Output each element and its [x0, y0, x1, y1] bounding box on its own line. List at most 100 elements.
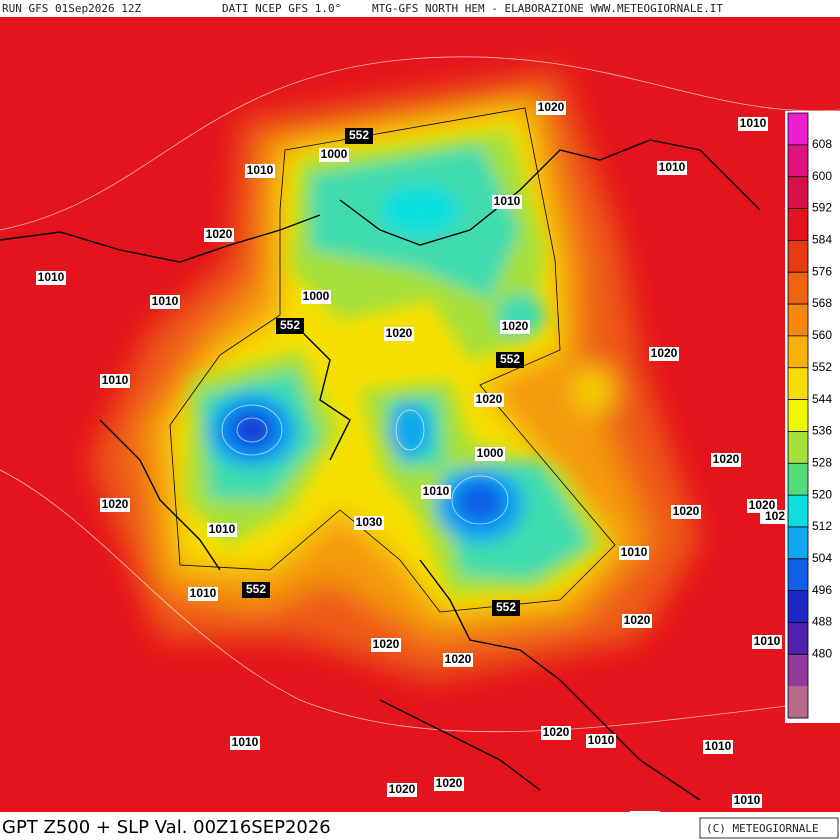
- colorbar-band: [788, 176, 808, 210]
- map-field: 1020 1010 552 1000 1010 1010 1010 1020 1010 1010 1…: [0, 17, 840, 824]
- contour-label-bg: [150, 295, 180, 309]
- contour-label-bg: [630, 811, 660, 812]
- contour-label-bg: [36, 271, 66, 285]
- colorbar-tick-label: 576: [812, 264, 832, 278]
- pressure-label: 1020: [476, 392, 503, 406]
- colorbar-tick-label: 480: [812, 646, 832, 660]
- colorbar-tick-label: 528: [812, 455, 832, 469]
- contour-label-bg: [387, 783, 417, 797]
- contour-label-bg: [500, 320, 530, 334]
- contour-label-box: [492, 600, 520, 616]
- pressure-label: 1010: [102, 373, 129, 387]
- credit-info: MTG-GFS NORTH HEM - ELABORAZIONE WWW.MET…: [372, 2, 723, 15]
- contour-label-bg: [649, 347, 679, 361]
- colorbar-band: [788, 686, 808, 719]
- height-label: 552: [496, 600, 516, 614]
- colorbar-band: [788, 335, 808, 369]
- contour-label-bg: [371, 638, 401, 652]
- colorbar-tick-label: 504: [812, 551, 832, 565]
- pressure-label: 1000: [303, 289, 330, 303]
- footer-title: GPT Z500 + SLP Val. 00Z16SEP2026: [2, 817, 331, 838]
- contour-label-bg: [703, 740, 733, 754]
- contour-label-box: [242, 582, 270, 598]
- contour-label-bg: [230, 736, 260, 750]
- colorbar-band: [788, 208, 808, 241]
- colorbar-band: [788, 495, 808, 528]
- pressure-label: 1020: [651, 346, 678, 360]
- colorbar-tick-label: 568: [812, 296, 832, 310]
- pressure-label: 1020: [436, 776, 463, 790]
- colorbar-band: [788, 304, 808, 337]
- pressure-label: 1000: [477, 446, 504, 460]
- colorbar-band: [788, 431, 808, 464]
- pressure-labels: 1020 1010 552 1000 1010 1010 1010 1020 1010 1010 1…: [36, 100, 790, 824]
- pressure-label: 1010: [38, 270, 65, 284]
- pressure-label: 1010: [152, 294, 179, 308]
- colorbar-tick-label: 592: [812, 201, 832, 215]
- contour-label-bg: [384, 327, 414, 341]
- pressure-label: 1020: [543, 725, 570, 739]
- colorbar-tick-label: 608: [812, 137, 832, 151]
- colorbar-band: [788, 240, 808, 273]
- colorbar-tick-label: 512: [812, 519, 832, 533]
- colorbar-tick-label: 488: [812, 615, 832, 629]
- height-label: 552: [246, 582, 266, 596]
- contour-label-bg: [434, 777, 464, 791]
- height-label: 552: [349, 128, 369, 142]
- contour-label-box: [345, 128, 373, 144]
- pressure-label: 1020: [673, 504, 700, 518]
- pressure-label: 1020: [445, 652, 472, 666]
- colorbar-tick-label: 560: [812, 328, 832, 342]
- pressure-label: 1010: [588, 733, 615, 747]
- colorbar-band: [788, 526, 808, 560]
- contour-label-bg: [319, 148, 349, 162]
- copyright: (C) METEOGIORNALE: [706, 822, 819, 835]
- pressure-label: 1010: [209, 522, 236, 536]
- contour-label-bg: [354, 516, 384, 530]
- colorbar-tick-label: 600: [812, 169, 832, 183]
- contour-label-bg: [619, 546, 649, 560]
- contour-label-bg: [301, 290, 331, 304]
- pressure-label: 102: [765, 509, 785, 523]
- contour-label-bg: [747, 499, 777, 513]
- colorbar-band: [788, 272, 808, 305]
- contour-label-bg: [738, 117, 768, 131]
- contour-label-bg: [100, 498, 130, 512]
- pressure-label: 1010: [232, 735, 259, 749]
- pressure-label: 1010: [705, 739, 732, 753]
- contour-label-bg: [622, 614, 652, 628]
- contour-label-bg: [443, 653, 473, 667]
- colorbar-frame: [787, 112, 809, 719]
- colorbar-tick-label: 520: [812, 487, 832, 501]
- pressure-label: 1010: [734, 793, 761, 807]
- contour-label-box: [496, 352, 524, 368]
- colorbar-band: [788, 558, 808, 592]
- colorbar-tick-label: 536: [812, 424, 832, 438]
- pressure-label: 1020: [206, 227, 233, 241]
- pressure-label: 1020: [373, 637, 400, 651]
- pressure-label: 1020: [502, 319, 529, 333]
- pressure-label: 1010: [754, 634, 781, 648]
- colorbar-band: [788, 367, 808, 401]
- pressure-label: 1020: [624, 613, 651, 627]
- height-label: 552: [500, 352, 520, 366]
- colorbar-tick-label: 496: [812, 583, 832, 597]
- pressure-label: 1010: [423, 484, 450, 498]
- contour-label-bg: [100, 374, 130, 388]
- colorbar-band: [788, 463, 808, 496]
- run-info: RUN GFS 01Sep2026 12Z: [2, 2, 141, 15]
- colorbar-band: [788, 590, 808, 623]
- pressure-label: 1010: [190, 586, 217, 600]
- pressure-label: 1020: [389, 782, 416, 796]
- height-label: 552: [280, 318, 300, 332]
- pressure-label: 1010: [659, 160, 686, 174]
- colorbar-tick-label: 544: [812, 392, 832, 406]
- contour-label-bg: [207, 523, 237, 537]
- pressure-label: 1010: [632, 810, 659, 824]
- pressure-label: 1010: [621, 545, 648, 559]
- pressure-label: 1010: [740, 116, 767, 130]
- colorbar-band: [788, 654, 808, 687]
- pressure-label: 1020: [102, 497, 129, 511]
- contour-label-bg: [671, 505, 701, 519]
- colorbar-band: [788, 144, 808, 178]
